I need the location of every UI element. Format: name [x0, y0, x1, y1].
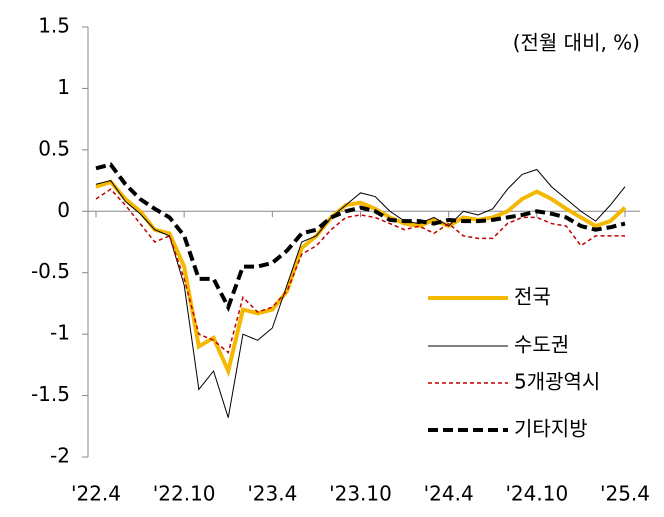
annotation: (전월 대비, %) — [513, 31, 640, 55]
y-tick-label: -1 — [50, 321, 70, 345]
x-tick-label: '22.10 — [153, 482, 216, 506]
series-line — [95, 162, 626, 313]
y-tick-label: -2 — [50, 444, 70, 468]
y-tick-label: 0.5 — [38, 136, 70, 160]
x-tick-label: '23.4 — [247, 482, 297, 506]
x-tick-label: '23.10 — [329, 482, 392, 506]
y-tick-label: 0 — [57, 198, 70, 222]
y-tick-label: -0.5 — [31, 259, 70, 283]
legend-label: 기타지방 — [514, 417, 588, 441]
y-tick-label: 1.5 — [38, 14, 70, 38]
y-tick-label: -1.5 — [31, 382, 70, 406]
x-tick-label: '24.4 — [424, 482, 474, 506]
series-line — [95, 188, 625, 354]
legend-label: 전국 — [514, 285, 551, 309]
x-tick-label: '22.4 — [71, 482, 121, 506]
x-tick-label: '24.10 — [505, 482, 568, 506]
x-tick-label: '25.4 — [600, 482, 650, 506]
series-line — [95, 168, 626, 418]
legend-label: 수도권 — [514, 333, 569, 357]
series-line — [95, 179, 627, 378]
y-tick-label: 1 — [57, 75, 70, 99]
legend-label: 5개광역시 — [514, 370, 600, 394]
